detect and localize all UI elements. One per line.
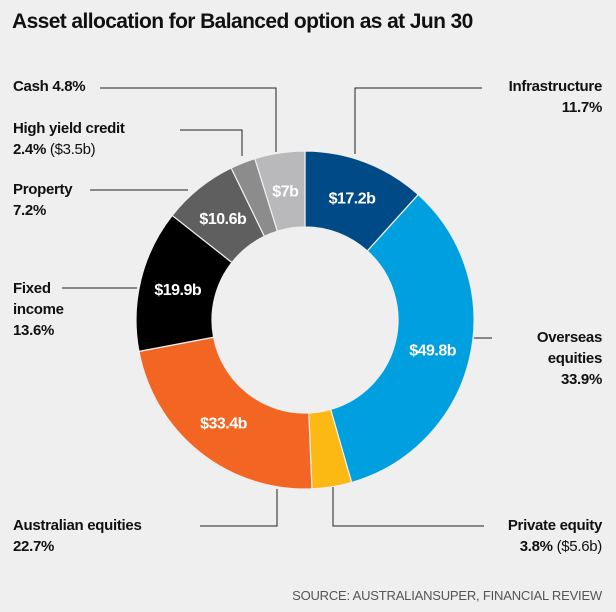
value-label-australian-equities: $33.4b xyxy=(200,416,248,433)
value-label-infrastructure: $17.2b xyxy=(329,191,377,208)
leader-high-yield xyxy=(180,129,243,156)
label-infrastructure: Infrastructure 11.7% xyxy=(508,78,603,116)
label-australian: Australian equities 22.7% xyxy=(13,517,142,555)
leader-lines xyxy=(62,87,492,527)
value-label-cash: $7b xyxy=(272,183,299,200)
source-note: SOURCE: AUSTRALIANSUPER, FINANCIAL REVIE… xyxy=(292,588,602,603)
value-label-fixed-income: $19.9b xyxy=(154,282,202,299)
value-label-property: $10.6b xyxy=(199,211,247,228)
chart-title: Asset allocation for Balanced option as … xyxy=(12,10,473,33)
leader-private-equity xyxy=(332,487,484,527)
label-high-yield: High yield credit 2.4% ($3.5b) xyxy=(13,120,125,158)
label-cash: Cash 4.8% xyxy=(13,78,86,95)
label-private-equity: Private equity 3.8% ($5.6b) xyxy=(507,517,602,555)
label-property: Property 7.2% xyxy=(13,181,73,219)
slice-cash xyxy=(254,150,306,232)
label-fixed-income: Fixed income 13.6% xyxy=(13,280,64,339)
value-label-overseas-equities: $49.8b xyxy=(409,343,457,360)
leader-infrastructure xyxy=(354,87,482,154)
leader-australian xyxy=(200,489,278,527)
label-overseas: Overseas equities 33.9% xyxy=(536,329,602,388)
slice-australian-equities xyxy=(138,336,313,490)
leader-cash xyxy=(100,87,277,152)
slice-overseas-equities xyxy=(329,193,475,484)
